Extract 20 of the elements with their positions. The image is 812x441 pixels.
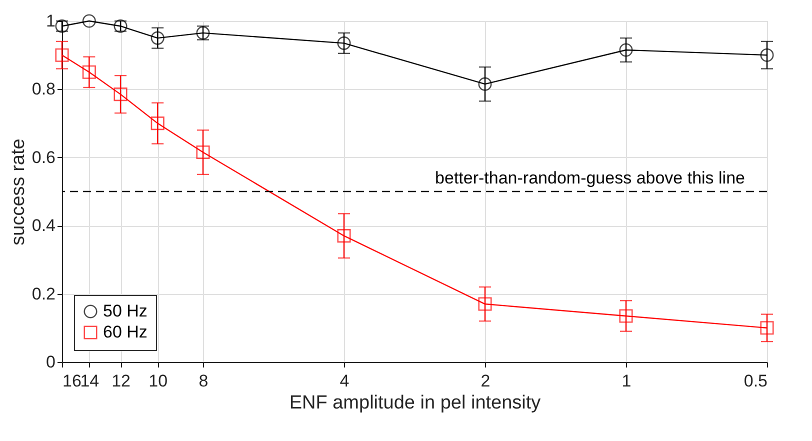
y-tick-label: 0.4: [32, 216, 56, 236]
x-tick-label: 4: [340, 372, 350, 390]
legend-label: 50 Hz: [103, 302, 148, 320]
y-tick-label: 0.8: [32, 80, 56, 99]
x-tick-label: 2: [480, 372, 490, 390]
x-tick-label: 12: [112, 372, 130, 390]
legend-label: 60 Hz: [103, 322, 148, 342]
x-tick-label: 8: [198, 372, 208, 390]
y-tick-label: 1: [46, 12, 56, 30]
x-tick-label: 1: [622, 372, 632, 390]
y-tick-label: 0.6: [32, 148, 56, 167]
x-tick-label: 0.5: [744, 372, 768, 390]
x-tick-label: 10: [148, 372, 168, 390]
x-tick-label: 16: [62, 372, 82, 390]
y-axis-title: success rate: [8, 138, 29, 246]
y-tick-label: 0.2: [32, 284, 56, 304]
y-tick-label: 0: [46, 352, 56, 372]
x-axis-title: ENF amplitude in pel intensity: [289, 392, 542, 414]
x-tick-label: 14: [80, 372, 100, 390]
ref-line-label: better-than-random-guess above this line: [435, 168, 745, 188]
